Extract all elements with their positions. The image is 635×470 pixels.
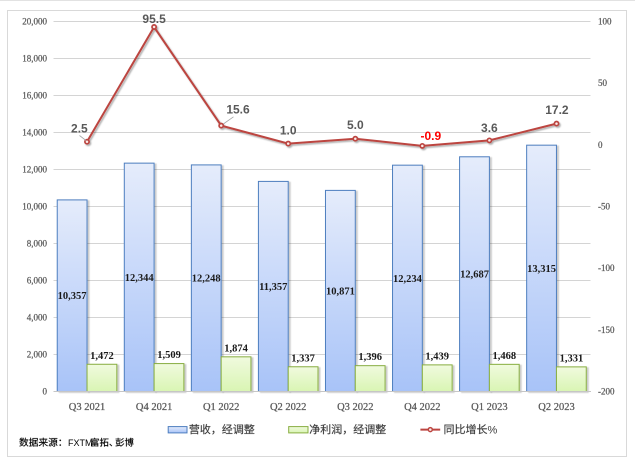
svg-text:1,509: 1,509	[157, 350, 181, 361]
svg-text:1,472: 1,472	[90, 351, 114, 362]
svg-text:-100: -100	[598, 263, 615, 273]
svg-text:Q3 2022: Q3 2022	[337, 402, 373, 413]
svg-text:10,000: 10,000	[22, 202, 47, 212]
svg-text:11,357: 11,357	[259, 282, 287, 293]
svg-text:10,871: 10,871	[326, 286, 355, 297]
svg-text:1,874: 1,874	[224, 343, 248, 354]
svg-text:-200: -200	[598, 387, 615, 397]
svg-text:2,000: 2,000	[27, 350, 48, 360]
svg-text:20,000: 20,000	[22, 17, 47, 27]
svg-text:1,331: 1,331	[560, 353, 584, 364]
svg-text:10,357: 10,357	[58, 291, 87, 302]
svg-text:100: 100	[598, 17, 612, 27]
svg-text:Q4 2022: Q4 2022	[404, 402, 440, 413]
svg-text:0: 0	[43, 387, 48, 397]
svg-text:3.6: 3.6	[481, 121, 498, 135]
svg-text:12,000: 12,000	[22, 165, 47, 175]
svg-text:Q3 2021: Q3 2021	[69, 402, 105, 413]
svg-text:FXTM: FXTM	[68, 438, 93, 448]
svg-text:12,234: 12,234	[393, 274, 423, 285]
svg-text:95.5: 95.5	[142, 12, 166, 26]
svg-text:1.0: 1.0	[280, 123, 297, 137]
svg-text:17.2: 17.2	[545, 103, 569, 117]
svg-text:Q2 2022: Q2 2022	[270, 402, 306, 413]
svg-text:-150: -150	[598, 325, 615, 335]
svg-text:0: 0	[598, 140, 603, 150]
svg-text:-0.9: -0.9	[420, 129, 441, 143]
svg-text:1,439: 1,439	[425, 351, 449, 362]
svg-text:18,000: 18,000	[22, 54, 47, 64]
svg-text:%: %	[488, 424, 498, 436]
svg-text:Q4 2021: Q4 2021	[136, 402, 172, 413]
svg-text:1,337: 1,337	[291, 353, 315, 364]
svg-text:50: 50	[598, 78, 608, 88]
svg-text:1,396: 1,396	[358, 352, 382, 363]
svg-text:Q1 2022: Q1 2022	[203, 402, 239, 413]
svg-text:5.0: 5.0	[347, 118, 364, 132]
svg-text:16,000: 16,000	[22, 91, 47, 101]
svg-text:12,344: 12,344	[125, 273, 155, 284]
svg-text:-50: -50	[598, 202, 610, 212]
svg-text:12,248: 12,248	[192, 274, 221, 285]
svg-text:2.5: 2.5	[71, 121, 88, 135]
svg-text:6,000: 6,000	[27, 276, 48, 286]
svg-text:Q1 2023: Q1 2023	[471, 402, 507, 413]
svg-text:14,000: 14,000	[22, 128, 47, 138]
svg-text:8,000: 8,000	[27, 239, 48, 249]
svg-text:12,687: 12,687	[460, 270, 489, 281]
svg-text:15.6: 15.6	[226, 102, 250, 116]
svg-text:1,468: 1,468	[492, 351, 516, 362]
svg-text:Q2 2023: Q2 2023	[538, 402, 574, 413]
svg-text:4,000: 4,000	[27, 313, 48, 323]
svg-text:13,315: 13,315	[527, 264, 556, 275]
